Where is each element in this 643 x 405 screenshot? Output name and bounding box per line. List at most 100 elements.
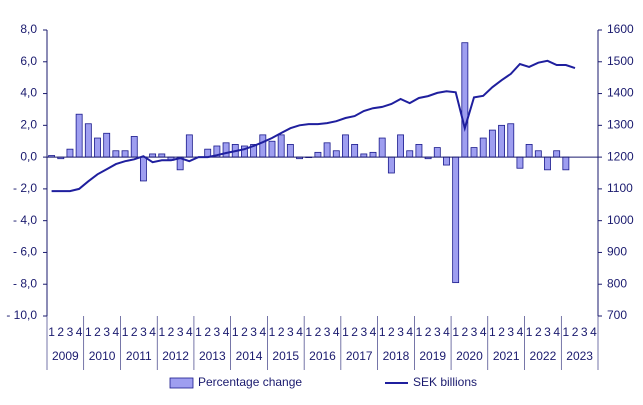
bar bbox=[222, 142, 230, 158]
bar bbox=[103, 132, 111, 158]
x-tick-label: 2 bbox=[425, 325, 432, 339]
bar bbox=[562, 156, 570, 171]
bar bbox=[84, 123, 92, 158]
bar bbox=[443, 156, 450, 166]
bar bbox=[286, 143, 294, 158]
year-label: 2011 bbox=[126, 349, 152, 363]
x-tick-label: 1 bbox=[342, 325, 349, 339]
y2-tick-label: 1500 bbox=[607, 54, 634, 68]
x-tick-label: 4 bbox=[443, 325, 450, 339]
x-tick-label: 1 bbox=[158, 325, 165, 339]
bar bbox=[342, 134, 349, 158]
legend-label: SEK billions bbox=[413, 375, 477, 389]
year-label: 2009 bbox=[52, 349, 79, 363]
x-tick-label: 1 bbox=[416, 325, 423, 339]
x-tick-label: 2 bbox=[94, 325, 101, 339]
bar bbox=[406, 150, 414, 158]
bar bbox=[525, 143, 533, 158]
x-tick-label: 4 bbox=[259, 325, 266, 339]
y2-tick-label: 900 bbox=[607, 245, 627, 259]
x-tick-label: 1 bbox=[232, 325, 239, 339]
bar bbox=[130, 136, 138, 158]
x-tick-label: 1 bbox=[269, 325, 276, 339]
x-tick-label: 3 bbox=[103, 325, 110, 339]
year-label: 2019 bbox=[419, 349, 446, 363]
x-tick-label: 2 bbox=[241, 325, 248, 339]
x-tick-label: 2 bbox=[498, 325, 505, 339]
year-label: 2016 bbox=[309, 349, 336, 363]
bar bbox=[488, 129, 496, 158]
x-tick-label: 3 bbox=[287, 325, 294, 339]
bar bbox=[433, 147, 441, 158]
bar bbox=[75, 113, 83, 158]
bar bbox=[314, 151, 322, 158]
x-tick-label: 1 bbox=[563, 325, 570, 339]
x-tick-label: 3 bbox=[471, 325, 478, 339]
y2-tick-label: 700 bbox=[607, 308, 627, 322]
year-label: 2012 bbox=[162, 349, 189, 363]
x-tick-label: 1 bbox=[305, 325, 312, 339]
bar bbox=[121, 150, 129, 158]
y2-tick-label: 1300 bbox=[607, 118, 634, 132]
x-tick-label: 1 bbox=[122, 325, 129, 339]
x-tick-label: 3 bbox=[507, 325, 514, 339]
bar bbox=[94, 137, 101, 158]
x-tick-label: 4 bbox=[370, 325, 377, 339]
x-tick-label: 4 bbox=[149, 325, 156, 339]
bar bbox=[277, 134, 285, 158]
x-tick-label: 1 bbox=[526, 325, 533, 339]
x-tick-label: 1 bbox=[195, 325, 202, 339]
year-label: 2018 bbox=[383, 349, 410, 363]
x-tick-label: 3 bbox=[177, 325, 184, 339]
bar bbox=[332, 150, 340, 158]
bar bbox=[323, 142, 331, 158]
x-tick-label: 1 bbox=[379, 325, 386, 339]
y2-tick-label: 1600 bbox=[607, 22, 634, 36]
x-tick-label: 3 bbox=[324, 325, 331, 339]
y-tick-label: - 10,0 bbox=[6, 308, 37, 322]
year-label: 2013 bbox=[199, 349, 226, 363]
x-tick-label: 2 bbox=[572, 325, 579, 339]
y-tick-label: 6,0 bbox=[20, 54, 37, 68]
y-tick-label: - 6,0 bbox=[13, 245, 37, 259]
bar bbox=[259, 134, 267, 158]
bar bbox=[544, 156, 551, 171]
x-tick-label: 4 bbox=[113, 325, 120, 339]
bar bbox=[139, 156, 147, 182]
x-tick-label: 3 bbox=[67, 325, 74, 339]
x-tick-label: 3 bbox=[214, 325, 221, 339]
x-tick-label: 3 bbox=[434, 325, 441, 339]
x-tick-label: 4 bbox=[223, 325, 230, 339]
y-tick-label: 0,0 bbox=[20, 149, 37, 163]
year-label: 2021 bbox=[493, 349, 520, 363]
x-tick-label: 2 bbox=[204, 325, 211, 339]
x-tick-label: 4 bbox=[406, 325, 413, 339]
y-tick-label: 8,0 bbox=[20, 22, 37, 36]
y2-tick-label: 1100 bbox=[607, 181, 633, 195]
x-tick-label: 1 bbox=[452, 325, 459, 339]
x-tick-label: 3 bbox=[581, 325, 588, 339]
bar bbox=[268, 140, 276, 158]
y-tick-label: - 8,0 bbox=[13, 276, 37, 290]
bar bbox=[452, 156, 460, 284]
year-label: 2023 bbox=[566, 349, 593, 363]
x-tick-label: 2 bbox=[535, 325, 542, 339]
x-tick-label: 1 bbox=[48, 325, 55, 339]
x-tick-label: 3 bbox=[360, 325, 367, 339]
x-tick-label: 4 bbox=[76, 325, 83, 339]
y-tick-label: - 4,0 bbox=[13, 213, 37, 227]
bar bbox=[387, 156, 395, 174]
x-tick-label: 4 bbox=[296, 325, 303, 339]
x-tick-label: 1 bbox=[85, 325, 92, 339]
x-tick-label: 3 bbox=[140, 325, 147, 339]
x-tick-label: 2 bbox=[278, 325, 285, 339]
bar bbox=[534, 150, 542, 158]
x-tick-label: 4 bbox=[480, 325, 487, 339]
x-tick-label: 4 bbox=[517, 325, 524, 339]
year-label: 2022 bbox=[530, 349, 557, 363]
bar bbox=[351, 143, 359, 158]
x-tick-label: 2 bbox=[315, 325, 322, 339]
line bbox=[51, 59, 576, 193]
x-tick-label: 2 bbox=[168, 325, 175, 339]
bar bbox=[470, 147, 478, 158]
